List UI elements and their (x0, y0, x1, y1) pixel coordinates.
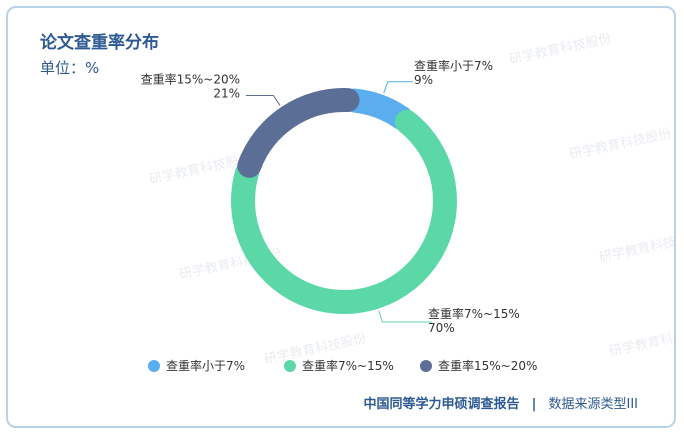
donut-slice (342, 88, 414, 130)
slice-category-label: 查重率15%~20% (141, 71, 240, 86)
legend-label[interactable]: 查重率15%~20% (438, 358, 537, 373)
legend-label[interactable]: 查重率7%~15% (302, 358, 394, 373)
donut-slice (231, 109, 457, 314)
footer: 中国同等学力申硕调查报告 | 数据来源类型III (363, 393, 638, 412)
footer-category: 数据来源类型III (548, 397, 638, 412)
legend-swatch[interactable] (284, 360, 296, 372)
leader-line (378, 310, 432, 323)
unit-label: 单位：% (40, 59, 100, 77)
chart-card: 研学教育科技股份 研学教育科技股份 研学教育科技股份 研学教育科技股份 研学教育… (6, 6, 676, 428)
slice-category-label: 查重率小于7% (414, 58, 493, 73)
footer-separator: | (531, 397, 537, 412)
leader-line (246, 94, 281, 106)
chart-title: 论文查重率分布 (40, 33, 159, 53)
donut-slice (237, 88, 360, 178)
slice-value-label: 70% (428, 321, 455, 335)
leader-line (383, 81, 413, 94)
slice-category-label: 查重率7%~15% (428, 306, 520, 321)
slice-value-label: 9% (414, 73, 433, 87)
legend-label[interactable]: 查重率小于7% (166, 358, 245, 373)
slice-value-label: 21% (213, 86, 240, 100)
donut-chart: 查重率小于7%9%查重率7%~15%70%查重率15%~20%21%查重率小于7… (141, 58, 538, 373)
footer-source: 中国同等学力申硕调查报告 (363, 397, 520, 412)
legend-swatch[interactable] (420, 360, 432, 372)
legend-swatch[interactable] (148, 360, 160, 372)
